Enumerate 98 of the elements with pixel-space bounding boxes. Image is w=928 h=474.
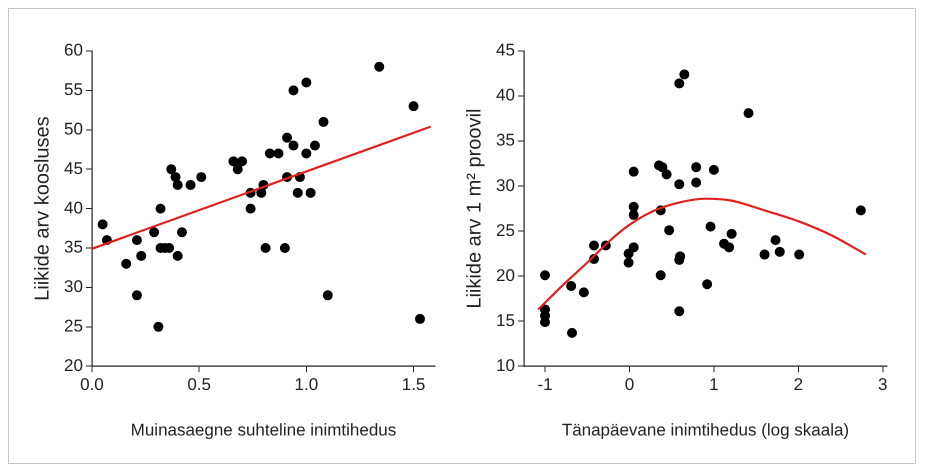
point [196,172,206,182]
y-tick-label: 45 [496,40,515,60]
point [136,250,146,261]
point [132,290,142,300]
point [149,227,160,238]
point [176,227,187,238]
x-tick-label: 1.0 [294,375,318,394]
point [98,219,108,230]
point [260,243,271,253]
point [156,204,166,214]
y-tick-label: 20 [64,356,83,375]
point [310,140,320,151]
point [374,62,384,72]
y-tick-label: 30 [64,277,83,296]
y-tick-label: 40 [64,198,83,218]
y-tick-label: 35 [64,238,83,257]
x-tick-label: 2 [794,375,804,394]
point [726,228,737,239]
point [301,78,312,88]
point [306,188,316,198]
point [408,101,419,112]
y-tick-label: 20 [496,266,515,285]
point [706,222,716,232]
point [774,246,785,257]
y-tick-label: 35 [496,130,515,150]
point [628,166,639,177]
y-tick-label: 40 [496,86,515,105]
y-tick-label: 60 [64,40,83,60]
point [588,240,599,251]
point [691,177,702,188]
point [301,148,312,158]
point [760,250,770,260]
y-tick-label: 10 [496,356,515,375]
point [273,148,284,158]
point [322,290,333,300]
y-axis-title: Liikide arv koosluses [32,116,54,301]
point [540,317,550,328]
x-tick-label: 3 [878,375,888,394]
point [172,180,183,190]
point [292,188,303,198]
point [567,328,578,338]
point [674,179,684,190]
x-tick-label: 0.0 [80,375,104,394]
point [744,108,754,118]
y-axis-title: Liikide arv 1 m² proovil [464,108,486,309]
point [724,242,734,252]
point [246,204,256,214]
y-tick-label: 45 [64,158,83,178]
point [674,78,684,88]
y-tick-label: 15 [496,310,515,330]
point [228,156,238,166]
point [657,162,668,172]
y-tick-label: 55 [64,80,83,100]
point [121,258,132,269]
point [166,164,176,174]
point [770,235,781,246]
point [856,205,866,216]
x-axis-title: Tänapäevane inimtihedus (log skaala) [562,420,850,440]
point [628,210,639,220]
point [264,148,275,158]
point [679,69,690,80]
point [237,156,248,166]
point [318,116,328,127]
point [288,140,298,151]
point [702,279,712,290]
y-tick-label: 50 [64,119,83,138]
x-axis-title: Muinasaegne suhteline inimtihedus [130,420,396,440]
point [288,85,298,96]
point [280,243,290,253]
point [656,270,666,280]
y-tick-label: 25 [64,316,83,336]
point [664,225,674,236]
point [691,162,702,172]
point [232,164,243,174]
y-tick-label: 25 [496,220,515,240]
point [578,287,589,298]
y-tick-label: 30 [496,176,515,195]
point [172,250,183,261]
point [153,322,164,332]
point [794,250,804,260]
point [674,306,684,316]
point [282,132,292,143]
x-tick-label: 1.5 [402,375,426,394]
x-tick-label: -1 [537,375,553,394]
x-tick-label: 1 [709,375,719,394]
point [170,172,181,182]
point [624,258,634,268]
point [566,281,576,292]
point [540,270,550,280]
point [628,242,639,252]
point [662,169,672,180]
point [708,164,719,175]
line-series [537,198,867,311]
point [186,180,196,190]
point [414,314,425,324]
x-tick-label: 0 [624,375,634,394]
point [132,235,142,246]
x-tick-label: 0.5 [187,375,211,394]
